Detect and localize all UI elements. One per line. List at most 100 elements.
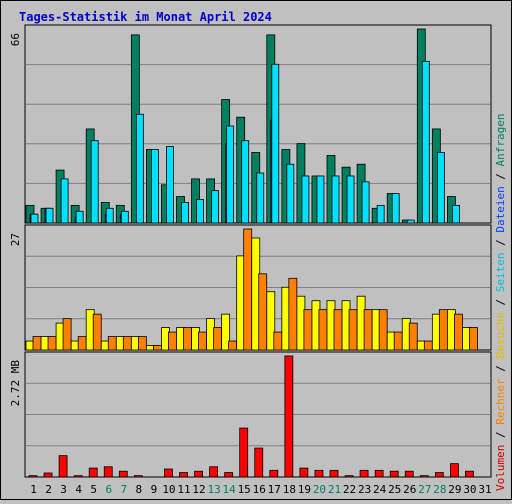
bar-rechner-day-9 [152,345,162,351]
x-tick-label: 27 [418,483,431,496]
legend-separator: / [494,359,507,379]
bar-rechner-day-27 [423,340,433,351]
bar-seiten-day-11 [181,202,189,224]
bar-seiten-day-3 [60,178,69,224]
x-tick-label: 12 [192,483,205,496]
bar-rechner-day-17 [273,331,283,351]
bar-volumen-day-26 [404,470,414,478]
legend-anfragen: Anfragen [494,113,507,166]
x-tick-label: 15 [238,483,251,496]
x-tick-label: 14 [223,483,237,496]
y-max-label-volume: 2.72 MB [9,360,22,407]
bar-seiten-day-10 [166,146,174,224]
x-tick-label: 13 [207,483,220,496]
bar-volumen-day-18 [284,355,294,478]
bar-rechner-day-3 [62,318,72,351]
bar-rechner-day-15 [243,228,253,351]
bar-rechner-day-4 [77,336,87,351]
bar-seiten-day-20 [316,175,325,224]
bar-volumen-day-8 [133,475,143,478]
bar-volumen-day-7 [118,470,128,478]
bar-besuche-day-17 [266,291,276,351]
bar-rechner-day-5 [92,313,102,351]
bar-seiten-day-21 [331,175,340,224]
bar-volumen-day-20 [314,469,324,478]
x-tick-label: 3 [60,483,67,496]
bar-rechner-day-8 [137,336,147,351]
bar-volumen-day-10 [164,468,173,478]
legend-separator: / [494,233,507,253]
bar-seiten-day-7 [120,210,129,224]
bar-rechner-day-14 [228,340,238,351]
bar-seiten-day-23 [361,181,370,224]
bar-besuche-day-14 [221,313,231,351]
chart-panel-requests [24,24,492,224]
bar-volumen-day-3 [58,455,68,478]
x-tick-label: 20 [313,483,326,496]
legend-rechner: Rechner [494,378,507,425]
legend-dateien: Dateien [494,186,507,232]
x-tick-label: 31 [478,483,491,496]
legend-seiten: Seiten [494,253,507,293]
x-tick-label: 18 [283,483,296,496]
bar-rechner-day-29 [453,313,463,351]
legend-separator: / [494,166,507,186]
x-tick-label: 1 [30,483,37,496]
chart-panel-volume [24,351,492,478]
bar-rechner-day-20 [318,309,328,351]
bar-rechner-day-22 [348,309,358,351]
x-tick-label: 28 [433,483,446,496]
legend-separator: / [494,425,507,445]
bar-seiten-day-27 [421,60,430,224]
x-tick-label: 11 [177,483,190,496]
bar-volumen-day-5 [88,467,98,478]
bar-rechner-day-6 [107,336,117,351]
bar-seiten-day-19 [301,175,310,224]
bar-seiten-day-26 [406,219,415,224]
bar-volumen-day-25 [389,470,399,478]
bar-volumen-day-1 [28,475,38,478]
bar-rechner-day-16 [258,273,268,351]
bar-seiten-day-5 [90,140,99,224]
legend-volumen: Volumen [494,445,507,491]
bar-seiten-day-25 [391,193,400,224]
bar-rechner-day-26 [408,322,418,351]
bar-volumen-day-16 [254,447,264,478]
bar-volumen-day-28 [434,472,444,478]
bar-seiten-day-1 [30,213,39,224]
x-tick-label: 23 [358,483,371,496]
bar-volumen-day-19 [299,467,309,478]
bar-seiten-day-28 [436,152,445,224]
bar-seiten-day-12 [196,199,204,224]
bar-seiten-day-17 [271,63,280,224]
y-max-label-requests: 66 [9,33,22,46]
chart-title: Tages-Statistik im Monat April 2024 [19,10,272,24]
x-tick-label: 21 [328,483,341,496]
bar-volumen-day-6 [103,466,113,478]
x-tick-label: 16 [253,483,266,496]
bar-rechner-day-30 [469,327,478,351]
bar-volumen-day-23 [359,469,369,478]
x-tick-label: 26 [403,483,416,496]
x-tick-label: 10 [162,483,175,496]
x-tick-label: 8 [136,483,143,496]
x-tick-label: 6 [105,483,112,496]
bar-seiten-day-24 [376,204,385,224]
bar-volumen-day-22 [344,475,354,478]
bar-rechner-day-10 [168,331,177,351]
bar-seiten-day-6 [105,207,114,224]
legend-besuche: Besuche [494,312,507,358]
bar-seiten-day-18 [286,163,295,224]
bar-volumen-day-21 [329,469,339,478]
bar-rechner-day-13 [213,327,223,351]
bar-seiten-day-22 [346,175,355,224]
bar-seiten-day-9 [150,149,159,224]
bar-seiten-day-14 [226,125,235,224]
x-tick-label: 9 [151,483,158,496]
bar-rechner-day-19 [303,309,313,351]
bar-seiten-day-29 [451,204,460,224]
x-tick-label: 17 [268,483,281,496]
x-tick-label: 24 [373,483,387,496]
